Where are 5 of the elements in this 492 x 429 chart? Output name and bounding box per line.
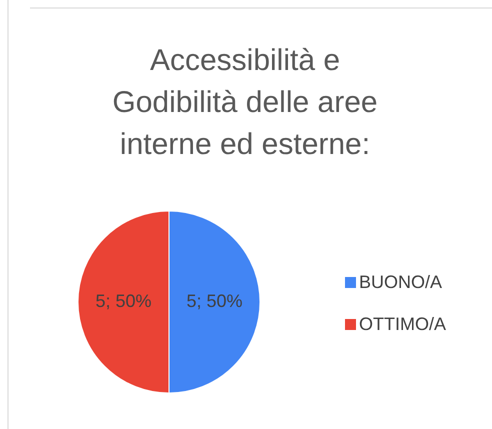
chart-title: Accessibilità e Godibilità delle aree interne ed esterne: <box>112 44 378 161</box>
data-label: 5; 50% <box>186 290 243 311</box>
legend-label: BUONO/A <box>359 272 442 292</box>
legend-label: OTTIMO/A <box>359 314 446 334</box>
data-label: 5; 50% <box>95 290 152 311</box>
